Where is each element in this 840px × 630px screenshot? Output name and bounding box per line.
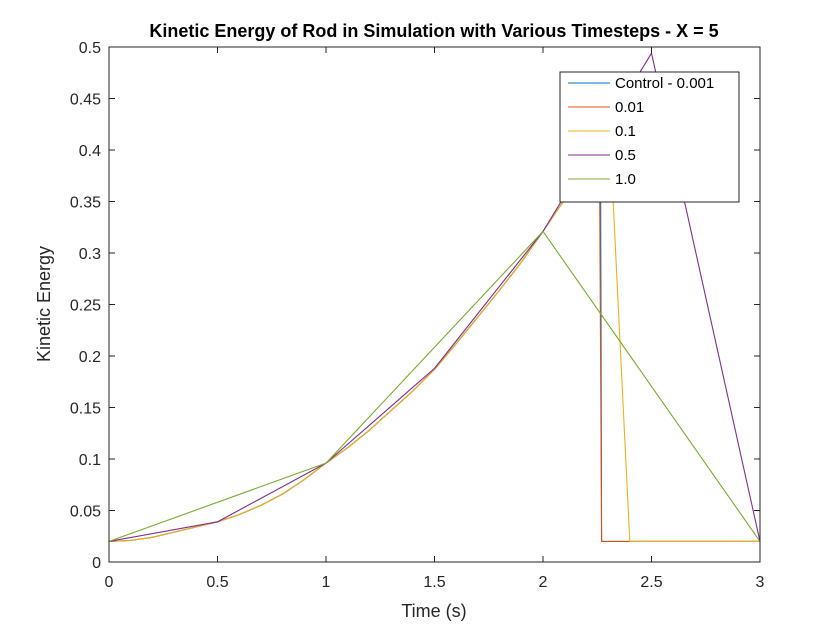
x-tick-label: 2.5 [640, 574, 662, 591]
x-tick-label: 0 [105, 574, 114, 591]
y-tick-label: 0.1 [79, 452, 101, 469]
legend-entry-label: 1.0 [615, 171, 636, 188]
y-tick-label: 0.15 [70, 401, 101, 418]
y-axis: 0 0.05 0.1 0.15 0.2 0.25 0.3 0.35 0.4 0.45 0.5 [70, 40, 760, 572]
y-tick-label: 0.3 [79, 246, 101, 263]
x-tick-label: 2 [539, 574, 548, 591]
x-tick-label: 1 [322, 574, 331, 591]
y-tick-label: 0.25 [70, 298, 101, 315]
series-line-4 [109, 230, 760, 542]
legend[interactable]: Control - 0.001 0.01 0.1 0.5 1.0 [559, 71, 740, 203]
x-tick-label: 0.5 [206, 574, 228, 591]
y-tick-label: 0.05 [70, 504, 101, 521]
x-tick-label: 1.5 [423, 574, 445, 591]
legend-entry-label: Control - 0.001 [615, 75, 714, 92]
y-tick-label: 0.35 [70, 195, 101, 212]
series-line-3 [109, 52, 760, 542]
x-tick-label: 3 [756, 574, 765, 591]
legend-entry-label: 0.1 [615, 123, 636, 140]
y-tick-label: 0.5 [79, 40, 101, 57]
x-axis: 0 0.5 1 1.5 2 2.5 3 [105, 47, 765, 591]
y-tick-label: 0.4 [79, 143, 101, 160]
y-tick-label: 0.45 [70, 92, 101, 109]
legend-entry-label: 0.01 [615, 99, 644, 116]
legend-entry-label: 0.5 [615, 147, 636, 164]
legend-box [559, 71, 740, 203]
chart-title: Kinetic Energy of Rod in Simulation with… [149, 21, 718, 41]
x-axis-label: Time (s) [401, 601, 466, 621]
y-axis-label: Kinetic Energy [34, 246, 54, 362]
y-tick-label: 0 [92, 555, 101, 572]
y-tick-label: 0.2 [79, 349, 101, 366]
